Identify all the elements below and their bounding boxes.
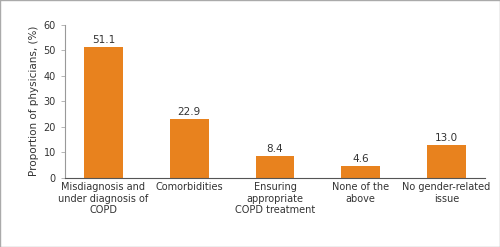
Bar: [342, 166, 380, 178]
Text: 22.9: 22.9: [178, 107, 201, 117]
Text: 51.1: 51.1: [92, 35, 115, 45]
Y-axis label: Proportion of physicians, (%): Proportion of physicians, (%): [30, 26, 40, 176]
Text: 13.0: 13.0: [435, 133, 458, 143]
Text: 8.4: 8.4: [266, 144, 283, 154]
Bar: [84, 47, 122, 178]
Bar: [428, 145, 466, 178]
Text: 4.6: 4.6: [352, 154, 369, 164]
Bar: [256, 156, 294, 178]
Bar: [170, 119, 208, 178]
